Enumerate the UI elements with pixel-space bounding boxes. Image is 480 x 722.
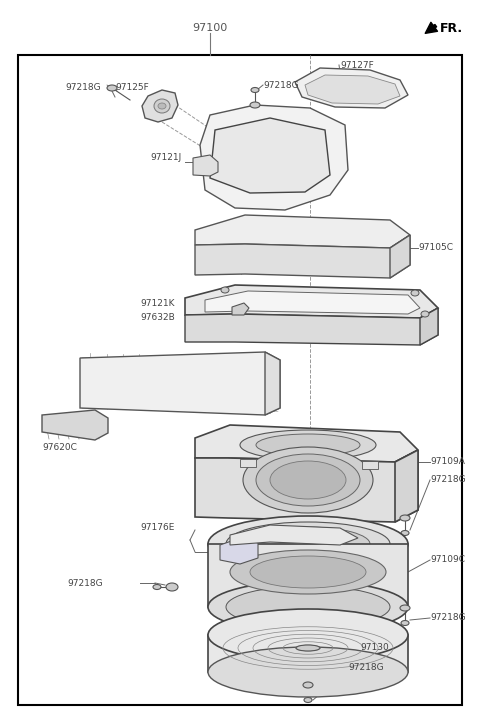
Text: 97121K: 97121K — [140, 298, 175, 308]
Text: 97218G: 97218G — [65, 84, 101, 92]
Ellipse shape — [400, 605, 410, 611]
Polygon shape — [305, 75, 400, 104]
Ellipse shape — [401, 531, 409, 536]
Polygon shape — [42, 410, 108, 440]
Polygon shape — [210, 118, 330, 193]
Text: 97218G: 97218G — [430, 476, 466, 484]
Text: 97130: 97130 — [360, 643, 389, 653]
Polygon shape — [230, 525, 358, 545]
Text: 97632B: 97632B — [140, 313, 175, 321]
Polygon shape — [208, 635, 408, 685]
Ellipse shape — [208, 609, 408, 661]
Ellipse shape — [107, 85, 117, 91]
Ellipse shape — [154, 99, 170, 113]
Ellipse shape — [243, 447, 373, 513]
Text: 97127F: 97127F — [340, 61, 374, 69]
Ellipse shape — [303, 682, 313, 688]
Polygon shape — [240, 459, 256, 467]
Polygon shape — [220, 538, 258, 564]
Text: 97620C: 97620C — [42, 443, 77, 451]
Ellipse shape — [208, 516, 408, 572]
Polygon shape — [232, 303, 249, 315]
Polygon shape — [195, 215, 410, 248]
Ellipse shape — [296, 645, 320, 651]
Text: 97176E: 97176E — [140, 523, 174, 533]
Ellipse shape — [153, 585, 161, 589]
Polygon shape — [200, 105, 348, 210]
FancyArrowPatch shape — [425, 22, 437, 33]
Polygon shape — [193, 155, 218, 176]
Ellipse shape — [230, 550, 386, 594]
Text: 97218G: 97218G — [67, 578, 103, 588]
Ellipse shape — [208, 581, 408, 633]
Ellipse shape — [240, 430, 376, 460]
Ellipse shape — [256, 434, 360, 456]
Text: 97121J: 97121J — [150, 154, 181, 162]
Ellipse shape — [400, 515, 410, 521]
Ellipse shape — [208, 647, 408, 697]
Polygon shape — [390, 235, 410, 278]
Polygon shape — [195, 425, 418, 462]
Ellipse shape — [250, 556, 366, 588]
Ellipse shape — [256, 454, 360, 506]
Text: 97218G: 97218G — [430, 614, 466, 622]
Polygon shape — [185, 285, 438, 318]
Polygon shape — [195, 235, 410, 278]
Ellipse shape — [270, 461, 346, 499]
Ellipse shape — [221, 287, 229, 293]
Ellipse shape — [304, 697, 312, 703]
Ellipse shape — [226, 522, 390, 566]
Ellipse shape — [411, 290, 419, 296]
Ellipse shape — [421, 311, 429, 317]
Text: 97100: 97100 — [192, 23, 228, 33]
Polygon shape — [265, 352, 280, 415]
Text: 97125F: 97125F — [115, 84, 149, 92]
Ellipse shape — [251, 87, 259, 92]
Polygon shape — [205, 291, 420, 314]
Text: 97105C: 97105C — [418, 243, 453, 253]
Polygon shape — [185, 308, 438, 345]
Text: 97109C: 97109C — [430, 555, 465, 565]
Ellipse shape — [226, 586, 390, 628]
Ellipse shape — [246, 527, 370, 561]
Polygon shape — [362, 461, 378, 469]
Polygon shape — [208, 544, 408, 620]
Ellipse shape — [166, 583, 178, 591]
Ellipse shape — [401, 620, 409, 625]
Polygon shape — [395, 450, 418, 522]
Ellipse shape — [250, 102, 260, 108]
Text: 97109A: 97109A — [430, 458, 465, 466]
Polygon shape — [80, 352, 280, 415]
Text: FR.: FR. — [440, 22, 463, 35]
Polygon shape — [420, 308, 438, 345]
Text: 97218G: 97218G — [348, 664, 384, 672]
Ellipse shape — [158, 103, 166, 109]
Polygon shape — [142, 90, 178, 122]
Polygon shape — [195, 450, 418, 522]
Text: 97218G: 97218G — [263, 80, 299, 90]
Polygon shape — [295, 68, 408, 108]
